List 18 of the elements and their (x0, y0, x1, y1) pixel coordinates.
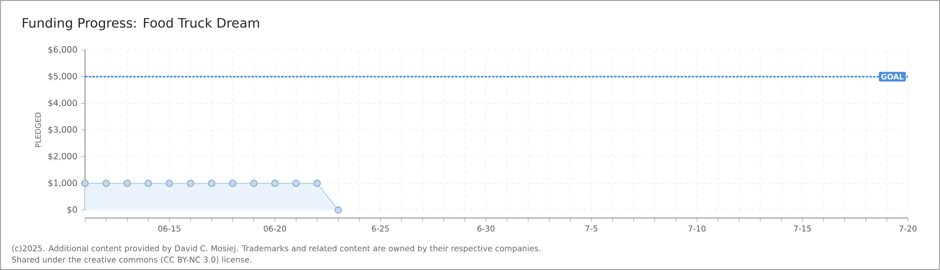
y-tick-label: $5,000 (48, 72, 77, 81)
x-tick-label: 7-15 (794, 226, 811, 232)
y-tick-label: $1,000 (48, 179, 77, 188)
x-tick-label: 7-5 (586, 226, 598, 232)
y-tick-label: $6,000 (48, 46, 77, 54)
y-tick-label: $2,000 (48, 152, 77, 161)
x-tick-label: 7-20 (900, 226, 917, 232)
text: Shared under the creative commons (CC BY-NC 3.0) license. (12, 256, 252, 264)
x-tick-label: 6-30 (477, 226, 494, 232)
text: (c)2025. Additional content provided by David C. Mosiej. Trademarks and related content are owned by their respective companies. (12, 245, 540, 253)
x-tick-label: 6-25 (372, 226, 389, 232)
x-tick-label: 7-10 (688, 226, 706, 232)
y-tick-label: $0 (67, 206, 77, 214)
x-tick-label: 06-15 (158, 226, 180, 232)
chart-title: Funding Progress: Food Truck Dream (22, 18, 259, 30)
y-tick-label: $3,000 (48, 126, 77, 134)
x-tick-label: 06-20 (264, 226, 286, 232)
y-tick-label: $4,000 (48, 99, 77, 108)
